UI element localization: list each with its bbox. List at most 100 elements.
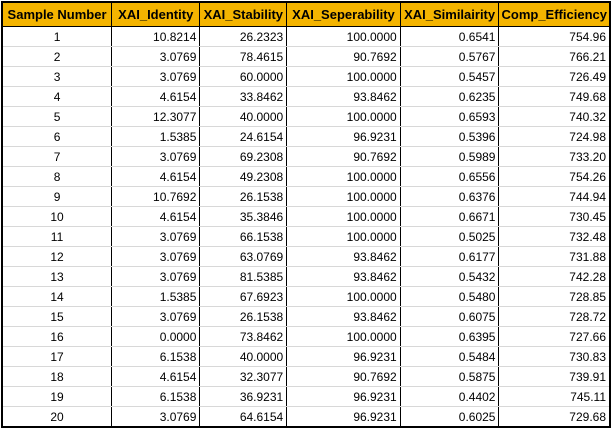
- cell-comp-efficiency[interactable]: 740.32: [498, 106, 611, 127]
- cell-xai-similairity[interactable]: 0.5875: [399, 366, 500, 387]
- cell-xai-identity[interactable]: 1.5385: [111, 286, 201, 307]
- cell-xai-stability[interactable]: 33.8462: [199, 86, 288, 107]
- cell-xai-seperability[interactable]: 90.7692: [286, 146, 401, 167]
- cell-sample-number[interactable]: 3: [1, 66, 113, 87]
- cell-xai-similairity[interactable]: 0.6593: [399, 106, 500, 127]
- cell-sample-number[interactable]: 9: [1, 186, 113, 207]
- cell-xai-stability[interactable]: 73.8462: [199, 326, 288, 347]
- cell-xai-seperability[interactable]: 93.8462: [286, 266, 401, 287]
- cell-comp-efficiency[interactable]: 744.94: [498, 186, 611, 207]
- cell-xai-stability[interactable]: 40.0000: [199, 106, 288, 127]
- cell-xai-identity[interactable]: 4.6154: [111, 206, 201, 227]
- cell-sample-number[interactable]: 1: [1, 26, 113, 47]
- cell-xai-stability[interactable]: 35.3846: [199, 206, 288, 227]
- cell-xai-seperability[interactable]: 100.0000: [286, 66, 401, 87]
- cell-xai-seperability[interactable]: 96.9231: [286, 126, 401, 147]
- cell-xai-similairity[interactable]: 0.6556: [399, 166, 500, 187]
- cell-xai-seperability[interactable]: 96.9231: [286, 346, 401, 367]
- cell-xai-identity[interactable]: 3.0769: [111, 46, 201, 67]
- cell-xai-similairity[interactable]: 0.5767: [399, 46, 500, 67]
- cell-xai-seperability[interactable]: 100.0000: [286, 186, 401, 207]
- cell-xai-seperability[interactable]: 90.7692: [286, 46, 401, 67]
- cell-sample-number[interactable]: 15: [1, 306, 113, 327]
- cell-xai-stability[interactable]: 26.1538: [199, 306, 288, 327]
- cell-xai-stability[interactable]: 81.5385: [199, 266, 288, 287]
- cell-xai-similairity[interactable]: 0.6541: [399, 26, 500, 47]
- cell-xai-similairity[interactable]: 0.5396: [399, 126, 500, 147]
- cell-xai-identity[interactable]: 6.1538: [111, 346, 201, 367]
- cell-sample-number[interactable]: 16: [1, 326, 113, 347]
- cell-xai-stability[interactable]: 36.9231: [199, 386, 288, 407]
- column-header-xai-similairity[interactable]: XAI_Similairity: [399, 1, 500, 27]
- cell-xai-stability[interactable]: 67.6923: [199, 286, 288, 307]
- cell-xai-similairity[interactable]: 0.4402: [399, 386, 500, 407]
- cell-xai-identity[interactable]: 3.0769: [111, 226, 201, 247]
- cell-xai-identity[interactable]: 3.0769: [111, 146, 201, 167]
- cell-xai-seperability[interactable]: 90.7692: [286, 366, 401, 387]
- cell-xai-identity[interactable]: 4.6154: [111, 166, 201, 187]
- cell-xai-seperability[interactable]: 93.8462: [286, 246, 401, 267]
- cell-sample-number[interactable]: 12: [1, 246, 113, 267]
- cell-comp-efficiency[interactable]: 728.85: [498, 286, 611, 307]
- cell-sample-number[interactable]: 11: [1, 226, 113, 247]
- cell-xai-seperability[interactable]: 96.9231: [286, 386, 401, 407]
- cell-comp-efficiency[interactable]: 732.48: [498, 226, 611, 247]
- cell-xai-similairity[interactable]: 0.5484: [399, 346, 500, 367]
- cell-xai-identity[interactable]: 4.6154: [111, 366, 201, 387]
- cell-xai-seperability[interactable]: 93.8462: [286, 306, 401, 327]
- cell-xai-stability[interactable]: 60.0000: [199, 66, 288, 87]
- cell-xai-stability[interactable]: 26.1538: [199, 186, 288, 207]
- cell-comp-efficiency[interactable]: 726.49: [498, 66, 611, 87]
- column-header-xai-identity[interactable]: XAI_Identity: [111, 1, 201, 27]
- cell-xai-identity[interactable]: 3.0769: [111, 266, 201, 287]
- cell-comp-efficiency[interactable]: 727.66: [498, 326, 611, 347]
- cell-xai-similairity[interactable]: 0.5432: [399, 266, 500, 287]
- cell-comp-efficiency[interactable]: 766.21: [498, 46, 611, 67]
- cell-xai-similairity[interactable]: 0.6177: [399, 246, 500, 267]
- cell-comp-efficiency[interactable]: 754.96: [498, 26, 611, 47]
- cell-xai-similairity[interactable]: 0.5025: [399, 226, 500, 247]
- cell-sample-number[interactable]: 4: [1, 86, 113, 107]
- cell-xai-similairity[interactable]: 0.6025: [399, 406, 500, 428]
- cell-xai-similairity[interactable]: 0.5457: [399, 66, 500, 87]
- cell-xai-seperability[interactable]: 100.0000: [286, 26, 401, 47]
- cell-xai-seperability[interactable]: 100.0000: [286, 106, 401, 127]
- column-header-xai-seperability[interactable]: XAI_Seperability: [286, 1, 401, 27]
- cell-xai-similairity[interactable]: 0.5480: [399, 286, 500, 307]
- cell-xai-identity[interactable]: 3.0769: [111, 66, 201, 87]
- cell-comp-efficiency[interactable]: 730.83: [498, 346, 611, 367]
- cell-sample-number[interactable]: 19: [1, 386, 113, 407]
- cell-sample-number[interactable]: 7: [1, 146, 113, 167]
- cell-xai-identity[interactable]: 12.3077: [111, 106, 201, 127]
- cell-xai-seperability[interactable]: 100.0000: [286, 226, 401, 247]
- cell-xai-seperability[interactable]: 93.8462: [286, 86, 401, 107]
- cell-xai-similairity[interactable]: 0.6395: [399, 326, 500, 347]
- cell-sample-number[interactable]: 5: [1, 106, 113, 127]
- cell-xai-identity[interactable]: 6.1538: [111, 386, 201, 407]
- cell-comp-efficiency[interactable]: 728.72: [498, 306, 611, 327]
- cell-xai-stability[interactable]: 32.3077: [199, 366, 288, 387]
- cell-xai-identity[interactable]: 3.0769: [111, 406, 201, 428]
- cell-comp-efficiency[interactable]: 731.88: [498, 246, 611, 267]
- cell-xai-seperability[interactable]: 100.0000: [286, 206, 401, 227]
- cell-xai-identity[interactable]: 10.8214: [111, 26, 201, 47]
- cell-xai-stability[interactable]: 26.2323: [199, 26, 288, 47]
- cell-sample-number[interactable]: 8: [1, 166, 113, 187]
- cell-sample-number[interactable]: 14: [1, 286, 113, 307]
- cell-comp-efficiency[interactable]: 742.28: [498, 266, 611, 287]
- cell-xai-similairity[interactable]: 0.5989: [399, 146, 500, 167]
- cell-xai-stability[interactable]: 64.6154: [199, 406, 288, 428]
- cell-xai-identity[interactable]: 3.0769: [111, 306, 201, 327]
- cell-comp-efficiency[interactable]: 729.68: [498, 406, 611, 428]
- cell-xai-stability[interactable]: 49.2308: [199, 166, 288, 187]
- cell-sample-number[interactable]: 18: [1, 366, 113, 387]
- cell-comp-efficiency[interactable]: 745.11: [498, 386, 611, 407]
- column-header-comp-efficiency[interactable]: Comp_Efficiency: [498, 1, 611, 27]
- cell-xai-identity[interactable]: 3.0769: [111, 246, 201, 267]
- cell-sample-number[interactable]: 13: [1, 266, 113, 287]
- cell-sample-number[interactable]: 10: [1, 206, 113, 227]
- cell-xai-stability[interactable]: 40.0000: [199, 346, 288, 367]
- column-header-sample-number[interactable]: Sample Number: [1, 1, 113, 27]
- column-header-xai-stability[interactable]: XAI_Stability: [199, 1, 288, 27]
- cell-xai-similairity[interactable]: 0.6075: [399, 306, 500, 327]
